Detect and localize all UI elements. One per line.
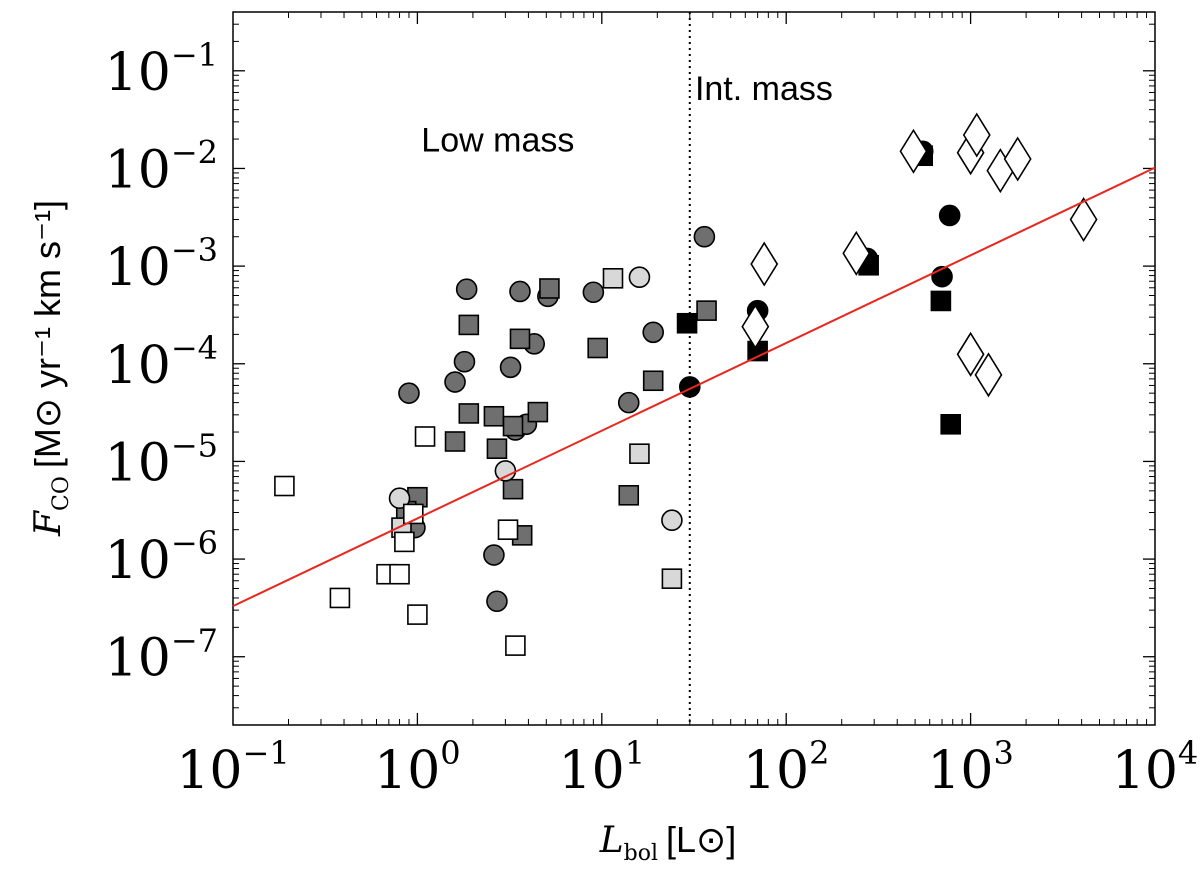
x-tick-label: 104 — [1112, 734, 1199, 801]
low-mass-squares-gray-point — [458, 314, 480, 336]
low-mass-circles-gray-point — [455, 278, 478, 301]
x-tick-label: 100 — [374, 734, 461, 801]
data-markers — [274, 112, 1098, 656]
low-mass-circles-light-point — [628, 266, 651, 288]
int-mass-diamonds-open-point — [899, 128, 928, 174]
int-mass-diamonds-open-point — [1003, 136, 1032, 182]
low-mass-squares-gray-point — [502, 415, 524, 437]
plot-frame — [232, 11, 1156, 726]
y-axis-subscript: CO — [49, 476, 74, 511]
low-mass-squares-gray-point — [539, 278, 560, 299]
low-mass-circles-gray-point — [642, 321, 665, 344]
low-mass-squares-gray-point — [587, 337, 608, 359]
int-mass-circles-black-point — [938, 204, 961, 227]
low-mass-squares-open-point — [389, 563, 410, 585]
low-mass-squares-gray-point — [444, 431, 466, 452]
low-mass-squares-open-point — [394, 531, 415, 553]
low-mass-circles-gray-point — [444, 371, 466, 393]
y-tick-label: 10−4 — [105, 329, 218, 396]
x-tick-label: 10−1 — [176, 734, 289, 801]
low-mass-circles-gray-point — [499, 356, 522, 379]
low-mass-circles-gray-point — [509, 280, 531, 303]
low-mass-circles-gray-point — [582, 281, 605, 304]
low-mass-squares-gray-point — [502, 478, 524, 500]
low-mass-circles-gray-point — [483, 544, 505, 566]
int-mass-diamonds-open-point — [974, 352, 1003, 398]
int-mass-squares-black-point — [676, 312, 698, 334]
low-mass-squares-gray-point — [696, 300, 717, 321]
int-mass-label: Int. mass — [695, 70, 833, 108]
x-tick-label: 102 — [743, 734, 830, 801]
x-axis-title: Lbol [L⊙] — [599, 819, 736, 866]
int-mass-diamonds-open-point — [956, 331, 985, 377]
low-mass-squares-light-point — [661, 568, 683, 589]
low-mass-circles-gray-point — [617, 391, 640, 414]
low-mass-circles-gray-point — [486, 590, 508, 613]
low-mass-squares-light-point — [629, 443, 650, 464]
int-mass-diamonds-open-group — [741, 112, 1098, 398]
int-mass-circles-black-point — [678, 376, 701, 398]
low-mass-squares-gray-point — [486, 438, 508, 459]
low-mass-squares-gray-point — [483, 405, 505, 427]
low-mass-squares-gray-point — [642, 370, 664, 392]
y-axis-title: FCO [M⊙ yr⁻¹ km s⁻¹] — [27, 200, 74, 537]
x-axis-symbol: L — [599, 820, 624, 861]
low-mass-squares-open-point — [274, 475, 295, 497]
fit-line — [232, 166, 1156, 608]
y-tick-label: 10−7 — [105, 622, 218, 689]
axis-ticks: 10−1 100 101 102 103 104 10−7 10−6 10−5 10−4 10−3 1… — [105, 12, 1199, 801]
low-mass-squares-gray-point — [458, 403, 480, 424]
x-tick-label: 103 — [927, 734, 1014, 801]
y-tick-label: 10−2 — [105, 133, 218, 200]
y-axis-unit: [M⊙ yr⁻¹ km s⁻¹] — [27, 200, 68, 468]
annotations: Low mass Int. mass — [421, 70, 833, 159]
low-mass-squares-open-group — [274, 426, 526, 656]
low-mass-squares-gray-point — [618, 484, 640, 506]
int-mass-diamonds-open-point — [741, 304, 770, 350]
low-mass-circles-light-group — [388, 266, 683, 532]
low-mass-squares-open-point — [505, 635, 526, 656]
x-axis-unit: [L⊙] — [666, 819, 736, 860]
low-mass-circles-gray-point — [453, 350, 476, 373]
low-mass-squares-gray-point — [527, 401, 549, 423]
low-mass-squares-open-point — [329, 587, 351, 609]
low-mass-label: Low mass — [421, 121, 574, 159]
int-mass-diamonds-open-point — [750, 241, 779, 287]
fit-line-group — [232, 166, 1156, 608]
int-mass-diamonds-open-point — [842, 230, 871, 276]
int-mass-squares-black-point — [930, 290, 952, 312]
y-tick-label: 10−1 — [105, 36, 218, 103]
low-mass-circles-light-point — [388, 487, 411, 510]
low-mass-circles-light-point — [661, 509, 683, 532]
low-mass-circles-light-point — [494, 460, 517, 482]
x-tick-label: 101 — [559, 734, 646, 801]
low-mass-squares-light-point — [602, 268, 624, 289]
low-mass-squares-gray-point — [509, 328, 531, 350]
low-mass-circles-gray-point — [693, 225, 716, 248]
y-tick-label: 10−3 — [105, 231, 218, 298]
int-mass-squares-black-point — [940, 413, 962, 435]
int-mass-diamonds-open-point — [1069, 196, 1098, 243]
y-axis-symbol: F — [28, 509, 69, 537]
low-mass-squares-open-point — [414, 426, 436, 447]
low-mass-squares-open-point — [407, 604, 428, 625]
y-tick-label: 10−6 — [105, 524, 218, 591]
y-tick-label: 10−5 — [105, 426, 218, 493]
low-mass-circles-gray-point — [398, 382, 420, 404]
int-mass-diamonds-open-point — [962, 112, 991, 158]
x-axis-subscript: bol — [624, 841, 658, 866]
low-mass-squares-open-point — [497, 519, 519, 540]
